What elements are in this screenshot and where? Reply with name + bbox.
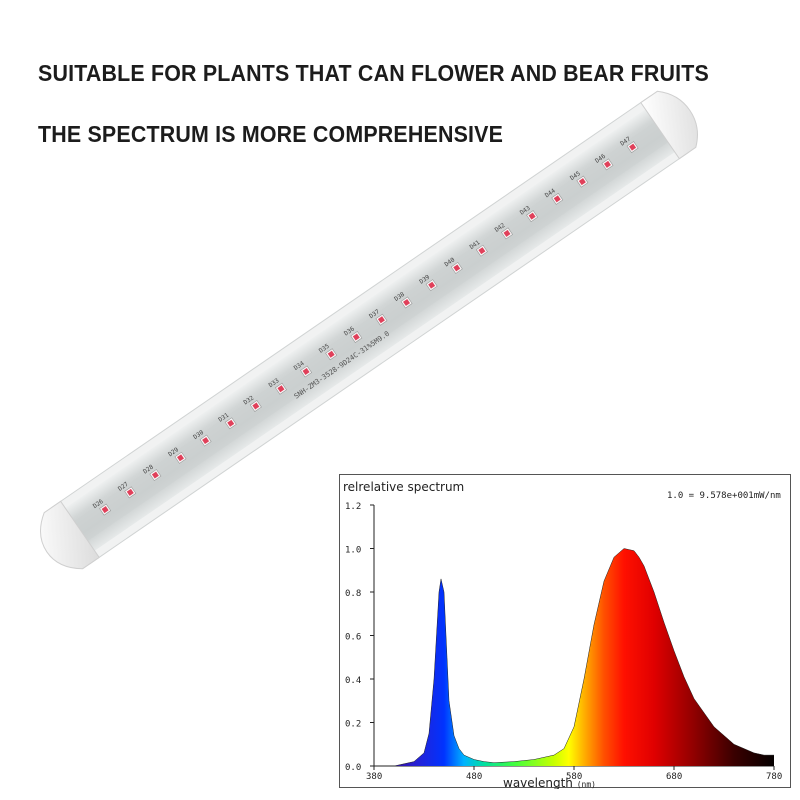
spectrum-line xyxy=(374,548,774,767)
led-strip: D26D27D28D29D30D31D32D33D34D35D36D37D38D… xyxy=(92,135,639,516)
headline-flower-fruits: SUITABLE FOR PLANTS THAT CAN FLOWER AND … xyxy=(38,60,709,86)
lamp-body: D26D27D28D29D30D31D32D33D34D35D36D37D38D… xyxy=(40,90,698,570)
led-emitter xyxy=(277,385,285,393)
y-tick-label: 0.6 xyxy=(345,633,361,643)
led-emitter xyxy=(629,143,637,151)
x-tick-label: 380 xyxy=(366,772,382,782)
y-tick-label: 0.0 xyxy=(345,763,361,773)
led-emitter xyxy=(177,454,184,462)
led-emitter xyxy=(377,316,385,324)
x-tick-label: 480 xyxy=(466,772,482,782)
y-tick-label: 0.8 xyxy=(345,589,361,599)
led-emitter xyxy=(302,368,310,375)
led-emitter xyxy=(578,178,586,186)
led-emitter xyxy=(403,298,411,306)
led-emitter xyxy=(101,506,109,514)
led-emitter xyxy=(227,419,235,427)
left-end-cap xyxy=(40,500,100,570)
y-tick-label: 1.0 xyxy=(345,546,361,556)
headline-spectrum: THE SPECTRUM IS MORE COMPREHENSIVE xyxy=(38,121,504,147)
led-emitter xyxy=(478,247,486,255)
led-emitter xyxy=(603,160,611,168)
led-emitter xyxy=(428,281,436,289)
x-tick-label: 580 xyxy=(566,772,582,782)
chart-title: relrelative spectrum xyxy=(343,480,464,494)
y-tick-label: 0.2 xyxy=(345,720,361,730)
spectrum-chart: relrelative spectrum 1.0 = 9.578e+001mW/… xyxy=(339,474,791,789)
x-axis-label: wavelength (nm) xyxy=(503,776,596,789)
led-emitter xyxy=(553,195,561,203)
led-emitter xyxy=(503,229,511,237)
spectrum-area xyxy=(374,548,774,766)
led-emitter xyxy=(126,488,134,496)
x-tick-label: 780 xyxy=(766,772,782,782)
y-tick-label: 0.4 xyxy=(345,676,361,686)
led-emitter xyxy=(528,212,536,220)
led-emitter xyxy=(202,437,210,445)
led-emitter xyxy=(151,471,159,479)
scale-note: 1.0 = 9.578e+001mW/nm xyxy=(667,491,781,501)
right-end-cap xyxy=(640,90,698,160)
y-tick-label: 1.2 xyxy=(345,502,361,512)
x-tick-label: 680 xyxy=(666,772,682,782)
led-emitter xyxy=(327,350,335,358)
x-axis-unit: (nm) xyxy=(577,780,596,789)
led-emitter xyxy=(352,333,360,341)
led-emitter xyxy=(453,264,461,272)
led-emitter xyxy=(252,402,260,410)
